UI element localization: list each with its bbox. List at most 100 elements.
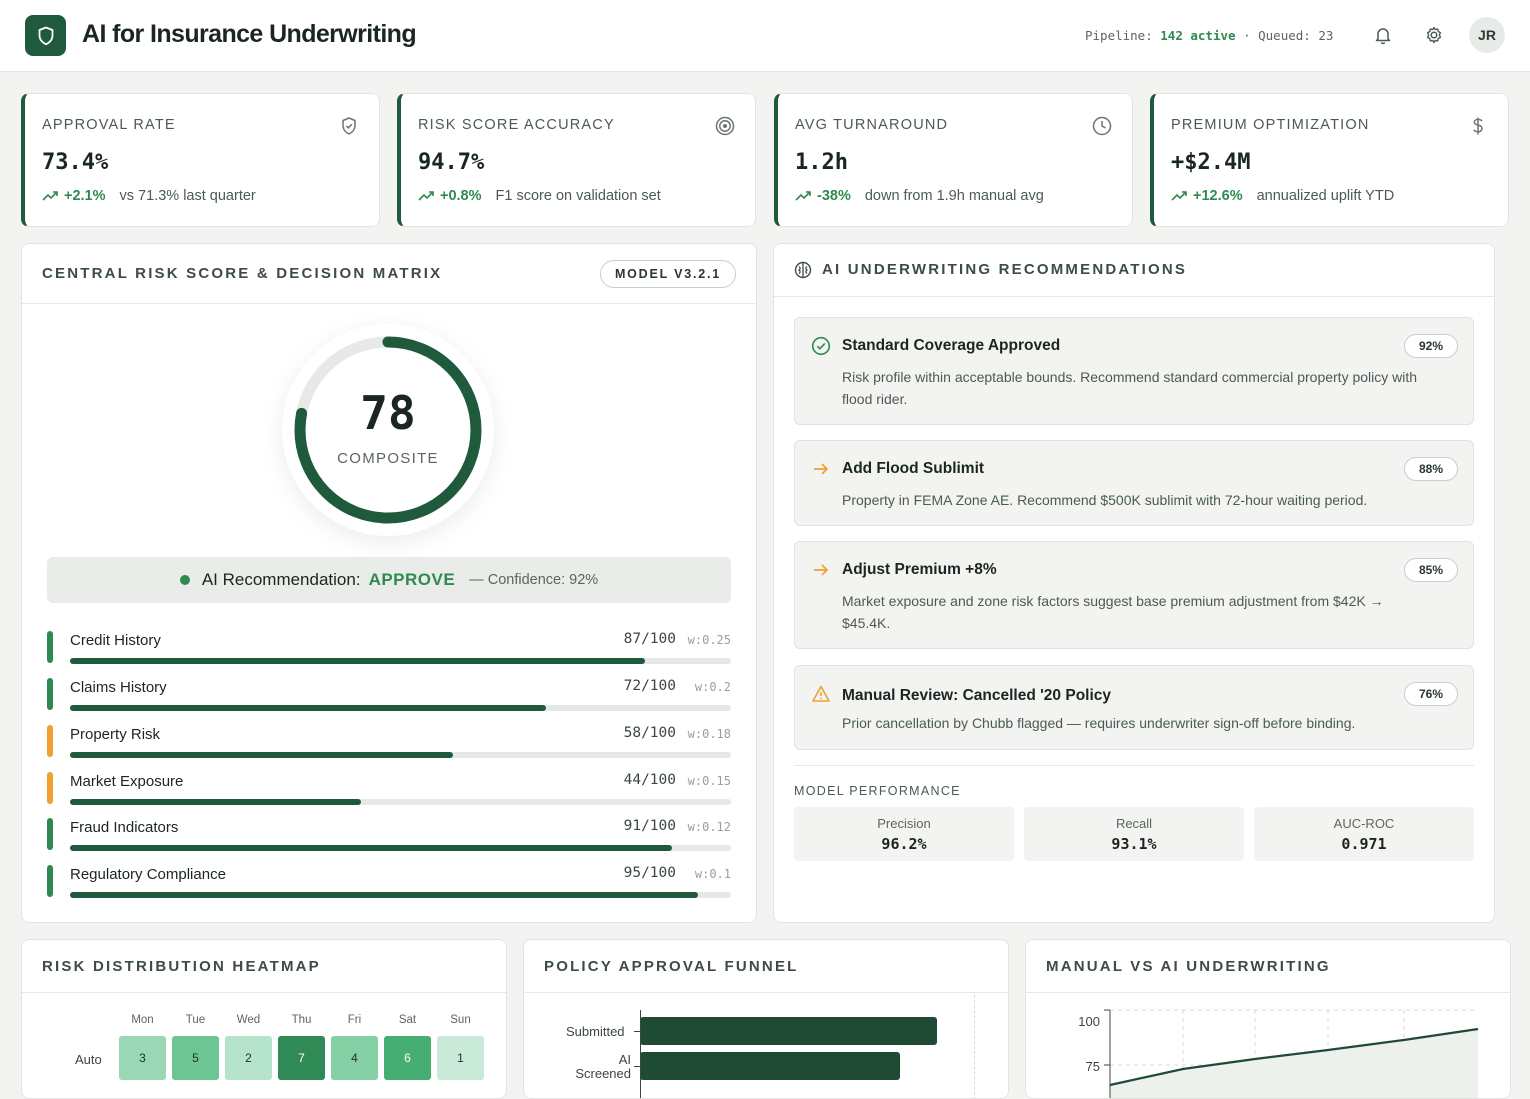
brain-icon <box>794 261 812 279</box>
heatmap-cell[interactable]: 4 <box>331 1036 378 1080</box>
trend-up-icon <box>1171 191 1187 201</box>
factor-weight: w:0.15 <box>687 774 731 788</box>
kpi-label: PREMIUM OPTIMIZATION <box>1171 117 1370 133</box>
gear-icon <box>1426 26 1442 44</box>
factor-name: Claims History <box>70 679 167 696</box>
model-version-badge[interactable]: MODEL V3.2.1 <box>600 260 736 288</box>
recommendation-title: Standard Coverage Approved <box>842 337 1061 354</box>
recommendation-card[interactable]: Standard Coverage Approved 92% Risk prof… <box>794 317 1474 425</box>
heatmap-cell[interactable]: 3 <box>119 1036 166 1080</box>
gauge-ring <box>294 336 482 524</box>
metric-name: AUC-ROC <box>1333 816 1395 831</box>
settings-button[interactable] <box>1423 24 1445 46</box>
queued-count: Queued: 23 <box>1258 28 1334 43</box>
heatmap-day-label: Sun <box>450 1014 471 1026</box>
kpi-value: 1.2h <box>795 150 848 175</box>
recommendation-card[interactable]: Manual Review: Cancelled '20 Policy 76% … <box>794 665 1474 750</box>
comparison-line-chart <box>1104 1009 1479 1098</box>
factor-name: Market Exposure <box>70 773 184 790</box>
shield-icon <box>342 117 356 135</box>
panel-title: AI UNDERWRITING RECOMMENDATIONS <box>822 261 1188 278</box>
recommendation-description: Risk profile within acceptable bounds. R… <box>842 369 1418 407</box>
app-logo[interactable] <box>25 15 66 56</box>
factor-weight: w:0.25 <box>687 633 731 647</box>
heatmap-cell[interactable]: 6 <box>384 1036 431 1080</box>
recommendation-card[interactable]: Add Flood Sublimit 88% Property in FEMA … <box>794 440 1474 526</box>
heatmap-cell[interactable]: 7 <box>278 1036 325 1080</box>
panel-divider <box>774 296 1494 297</box>
factor-name: Credit History <box>70 632 161 649</box>
factor-score: 87/100 <box>623 631 676 647</box>
factor-name: Property Risk <box>70 726 161 743</box>
heatmap-cell[interactable]: 2 <box>225 1036 272 1080</box>
factor-status-marker <box>47 725 53 757</box>
metric-value: 93.1% <box>1111 835 1157 853</box>
kpi-note: vs 71.3% last quarter <box>119 188 256 204</box>
kpi-trend: +0.8% F1 score on validation set <box>418 188 661 204</box>
factor-progress-fill <box>70 752 454 758</box>
factor-weight: w:0.2 <box>694 680 731 694</box>
funnel-bar-submitted <box>640 1017 937 1045</box>
ai-series-area <box>1110 1029 1478 1098</box>
kpi-card-risk-score-accuracy: RISK SCORE ACCURACY 94.7% +0.8% F1 score… <box>397 93 756 227</box>
kpi-trend: -38% down from 1.9h manual avg <box>795 188 1044 204</box>
funnel-tick <box>634 1066 640 1067</box>
confidence-badge: 76% <box>1404 682 1458 706</box>
kpi-value: 94.7% <box>418 150 485 175</box>
risk-factor-row: Regulatory Compliance 95/100 w:0.1 <box>47 864 731 900</box>
risk-factor-row: Claims History 72/100 w:0.2 <box>47 677 731 713</box>
funnel-gridline <box>974 995 975 1098</box>
heatmap-day-label: Fri <box>347 1014 362 1026</box>
confidence-badge: 85% <box>1404 558 1458 582</box>
metric-name: Recall <box>1115 816 1153 831</box>
risk-factor-row: Market Exposure 44/100 w:0.15 <box>47 771 731 807</box>
trend-up-icon <box>418 191 434 201</box>
factor-status-marker <box>47 631 53 663</box>
gauge-progress-arc <box>294 336 482 524</box>
heatmap-cell[interactable]: 5 <box>172 1036 219 1080</box>
heatmap-day-label: Tue <box>185 1014 206 1026</box>
arrow-right-icon <box>814 564 829 576</box>
heatmap-day-label: Sat <box>398 1014 417 1026</box>
app-header: AI for Insurance Underwriting Pipeline: … <box>0 0 1530 72</box>
factor-name: Regulatory Compliance <box>70 866 226 883</box>
factor-progress-track <box>70 705 731 711</box>
metric-auc-roc: AUC-ROC 0.971 <box>1254 807 1474 861</box>
heatmap-row-label: Auto <box>75 1052 102 1067</box>
kpi-delta: +2.1% <box>64 188 106 204</box>
trend-up-icon <box>795 191 811 201</box>
kpi-delta: +12.6% <box>1193 188 1243 204</box>
kpi-label: APPROVAL RATE <box>42 117 176 133</box>
pipeline-label: Pipeline: <box>1085 28 1153 43</box>
notifications-button[interactable] <box>1372 24 1394 46</box>
factor-progress-track <box>70 658 731 664</box>
warning-icon <box>812 685 830 702</box>
pipeline-status: Pipeline: 142 active · Queued: 23 <box>1085 28 1333 43</box>
heatmap-cell[interactable]: 1 <box>437 1036 484 1080</box>
check-circle-icon <box>811 336 831 356</box>
factor-name: Fraud Indicators <box>70 819 179 836</box>
kpi-note: F1 score on validation set <box>495 188 661 204</box>
factor-score: 72/100 <box>623 678 676 694</box>
recommendation-description: Market exposure and zone risk factors su… <box>842 593 1384 631</box>
ai-series-line <box>1109 1027 1479 1087</box>
model-performance-label: MODEL PERFORMANCE <box>794 784 961 798</box>
risk-score-panel: CENTRAL RISK SCORE & DECISION MATRIX MOD… <box>21 243 757 923</box>
dollar-icon <box>1473 117 1483 135</box>
heatmap-day-label: Mon <box>131 1014 154 1026</box>
trend-up-icon <box>42 191 58 201</box>
panel-divider <box>22 992 506 993</box>
user-avatar[interactable]: JR <box>1469 17 1505 53</box>
composite-score-gauge: 78 COMPOSITE <box>282 324 494 536</box>
recommendation-card[interactable]: Adjust Premium +8% 85% Market exposure a… <box>794 541 1474 649</box>
kpi-value: +$2.4M <box>1171 150 1251 175</box>
panel-divider <box>524 992 1008 993</box>
panel-title: MANUAL VS AI UNDERWRITING <box>1046 958 1331 975</box>
factor-progress-track <box>70 892 731 898</box>
panel-title: POLICY APPROVAL FUNNEL <box>544 958 799 975</box>
factor-score: 58/100 <box>623 725 676 741</box>
funnel-axis <box>640 1010 641 1098</box>
kpi-delta: -38% <box>817 188 851 204</box>
pipeline-active-count: 142 active <box>1160 28 1236 43</box>
risk-factor-row: Fraud Indicators 91/100 w:0.12 <box>47 817 731 853</box>
